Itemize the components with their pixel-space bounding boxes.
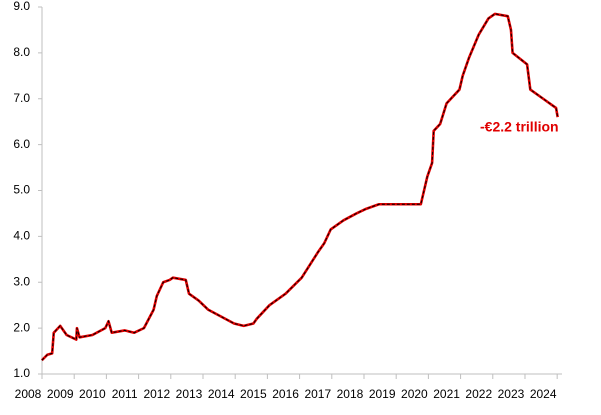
x-tick-label: 2023 (498, 387, 525, 401)
x-tick-label: 2013 (176, 387, 203, 401)
x-tick-label: 2022 (465, 387, 492, 401)
x-tick-label: 2008 (15, 387, 42, 401)
y-tick-label: 6.0 (13, 137, 30, 151)
x-tick-label: 2021 (433, 387, 460, 401)
y-tick-label: 1.0 (13, 366, 30, 380)
y-tick-label: 7.0 (13, 91, 30, 105)
x-tick-label: 2016 (272, 387, 299, 401)
x-tick-label: 2019 (369, 387, 396, 401)
x-tick-label: 2024 (530, 387, 557, 401)
x-tick-label: 2012 (143, 387, 170, 401)
x-tick-label: 2018 (337, 387, 364, 401)
x-tick-label: 2014 (208, 387, 235, 401)
series-line (40, 12, 559, 362)
y-tick-label: 4.0 (13, 229, 30, 243)
annotation: -€2.2 trillion (480, 119, 559, 135)
x-tick-label: 2015 (240, 387, 267, 401)
x-tick-label: 2011 (112, 387, 138, 401)
x-tick-label: 2009 (47, 387, 74, 401)
y-tick-label: 3.0 (13, 274, 30, 288)
series-line-overlay (41, 13, 559, 361)
y-tick-label: 5.0 (13, 183, 30, 197)
x-tick-label: 2020 (401, 387, 428, 401)
y-tick-label: 8.0 (13, 45, 30, 59)
x-tick-label: 2010 (79, 387, 106, 401)
y-tick-label: 9.0 (13, 0, 30, 13)
y-tick-label: 2.0 (13, 320, 30, 334)
x-tick-label: 2017 (304, 387, 331, 401)
